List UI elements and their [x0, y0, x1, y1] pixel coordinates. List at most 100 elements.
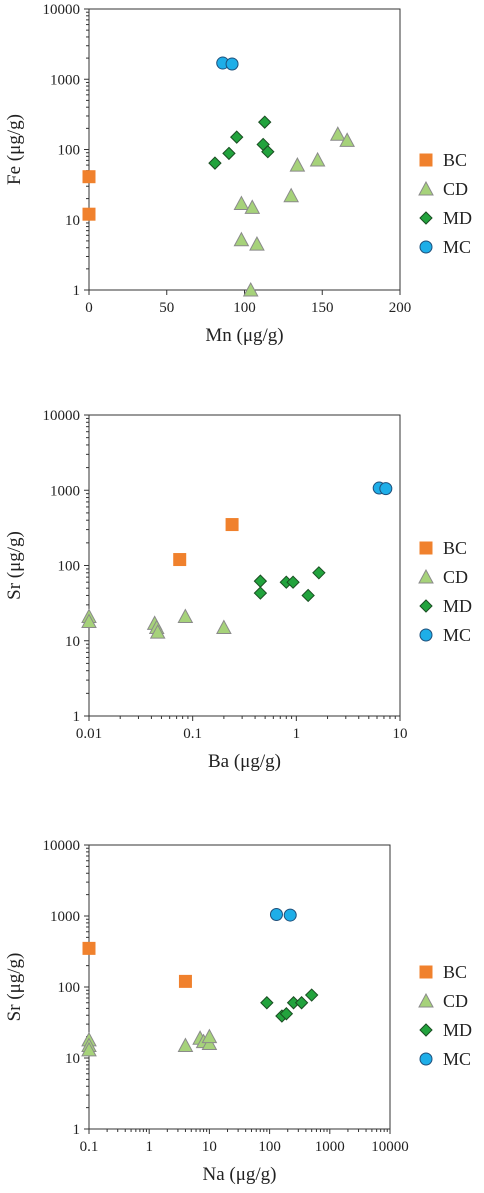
point-md	[279, 1007, 294, 1021]
point-cd	[149, 624, 166, 639]
point-cd	[233, 231, 250, 247]
point-cd	[289, 157, 306, 172]
x-tick-label: 50	[159, 300, 174, 316]
x-tick-label: 1000	[315, 1139, 345, 1155]
point-md	[301, 588, 315, 603]
point-cd	[233, 195, 250, 211]
legend-marker-cd	[418, 568, 434, 584]
point-bc	[82, 207, 96, 221]
point-md	[304, 988, 319, 1002]
point-md	[222, 146, 236, 161]
point-cd	[309, 151, 326, 167]
legend-marker-bc	[419, 153, 433, 167]
x-tick-label: 0.01	[76, 726, 102, 742]
legend-label-mc: MC	[443, 237, 471, 257]
legend-marker-bc	[419, 541, 433, 555]
x-axis-title: Mn (μg/g)	[205, 325, 283, 346]
x-tick-label: 1	[293, 726, 301, 742]
data-points	[81, 481, 393, 639]
x-axis-title: Ba (μg/g)	[208, 751, 281, 772]
y-tick-label: 10	[65, 213, 80, 229]
point-cd	[81, 1041, 97, 1057]
legend-marker-cd	[418, 992, 434, 1008]
point-cd	[283, 187, 299, 203]
point-cd	[216, 619, 232, 634]
legend-label-bc: BC	[443, 962, 467, 982]
legend-marker-md	[419, 599, 433, 613]
legend-marker-md	[419, 1023, 433, 1037]
y-axis-title: Fe (μg/g)	[4, 114, 25, 185]
legend: BC CD MD MC	[418, 962, 472, 1069]
y-tick-label: 10	[65, 634, 80, 650]
legend: BC CD MD MC	[418, 150, 472, 257]
legend-marker-mc	[419, 628, 433, 642]
y-tick-label: 100	[58, 559, 81, 575]
point-bc	[225, 518, 239, 532]
y-tick-label: 100	[58, 980, 81, 996]
point-cd	[177, 1037, 194, 1052]
point-md	[253, 574, 268, 588]
legend-label-md: MD	[443, 208, 472, 228]
point-mc	[269, 907, 283, 921]
legend-label-bc: BC	[443, 150, 467, 170]
data-points	[82, 56, 355, 297]
charts-group: 0 50 100 150 200 1 10 100 1000 10000 Mn (μg/g) Fe (…	[4, 2, 472, 1185]
point-bc	[82, 941, 96, 955]
point-md	[261, 145, 275, 159]
chart-1: 0 50 100 150 200 1 10 100 1000 10000 Mn (μg/g) Fe (…	[4, 2, 472, 346]
x-tick-label: 10	[393, 726, 408, 742]
legend-label-cd: CD	[443, 567, 468, 587]
y-tick-label: 100	[58, 143, 81, 159]
x-tick-label: 150	[311, 300, 334, 316]
point-cd	[177, 608, 194, 624]
legend: BC CD MD MC	[418, 538, 472, 645]
y-axis-title: Sr (μg/g)	[4, 531, 25, 600]
plot-frame	[88, 414, 401, 717]
x-tick-label: 0.1	[80, 1139, 99, 1155]
legend-marker-cd	[418, 180, 434, 196]
y-tick-label: 1000	[50, 483, 80, 499]
point-md	[260, 996, 274, 1010]
legend-label-bc: BC	[443, 538, 467, 558]
legend-marker-bc	[419, 965, 433, 979]
y-tick-label: 1	[73, 1122, 81, 1138]
point-mc	[379, 482, 393, 496]
y-tick-label: 10000	[43, 408, 81, 424]
x-tick-label: 0	[85, 300, 93, 316]
point-md	[208, 156, 222, 170]
plot-frame	[88, 8, 401, 291]
legend-label-md: MD	[443, 596, 472, 616]
point-md	[294, 996, 309, 1010]
x-tick-label: 100	[233, 300, 256, 316]
data-points	[81, 907, 319, 1057]
y-tick-label: 1000	[50, 909, 80, 925]
legend-marker-mc	[419, 1052, 433, 1066]
x-tick-label: 100	[258, 1139, 281, 1155]
point-cd	[244, 199, 261, 214]
point-bc	[82, 170, 96, 184]
point-md	[258, 115, 272, 129]
plot-frame	[88, 844, 391, 1130]
x-axis-title: Na (μg/g)	[202, 1164, 276, 1185]
y-tick-label: 10	[65, 1051, 80, 1067]
point-bc	[173, 553, 187, 567]
point-cd	[339, 132, 355, 147]
y-tick-label: 1000	[50, 72, 80, 88]
y-tick-label: 10000	[43, 838, 81, 854]
point-cd	[201, 1028, 218, 1044]
point-cd	[329, 126, 346, 141]
legend-marker-mc	[419, 240, 433, 254]
legend-marker-md	[419, 211, 433, 225]
x-tick-label: 0.1	[183, 726, 202, 742]
chart-2: 0.01 0.1 1 10 1 10 100 1000 10000 Ba (μg/g) Sr (μg…	[4, 408, 472, 772]
x-tick-label: 1	[145, 1139, 153, 1155]
point-md	[286, 575, 300, 589]
point-bc	[178, 974, 192, 988]
x-tick-label: 200	[389, 300, 412, 316]
point-md	[230, 130, 244, 144]
point-cd	[81, 613, 97, 629]
point-cd	[249, 236, 265, 251]
point-cd	[242, 281, 259, 297]
